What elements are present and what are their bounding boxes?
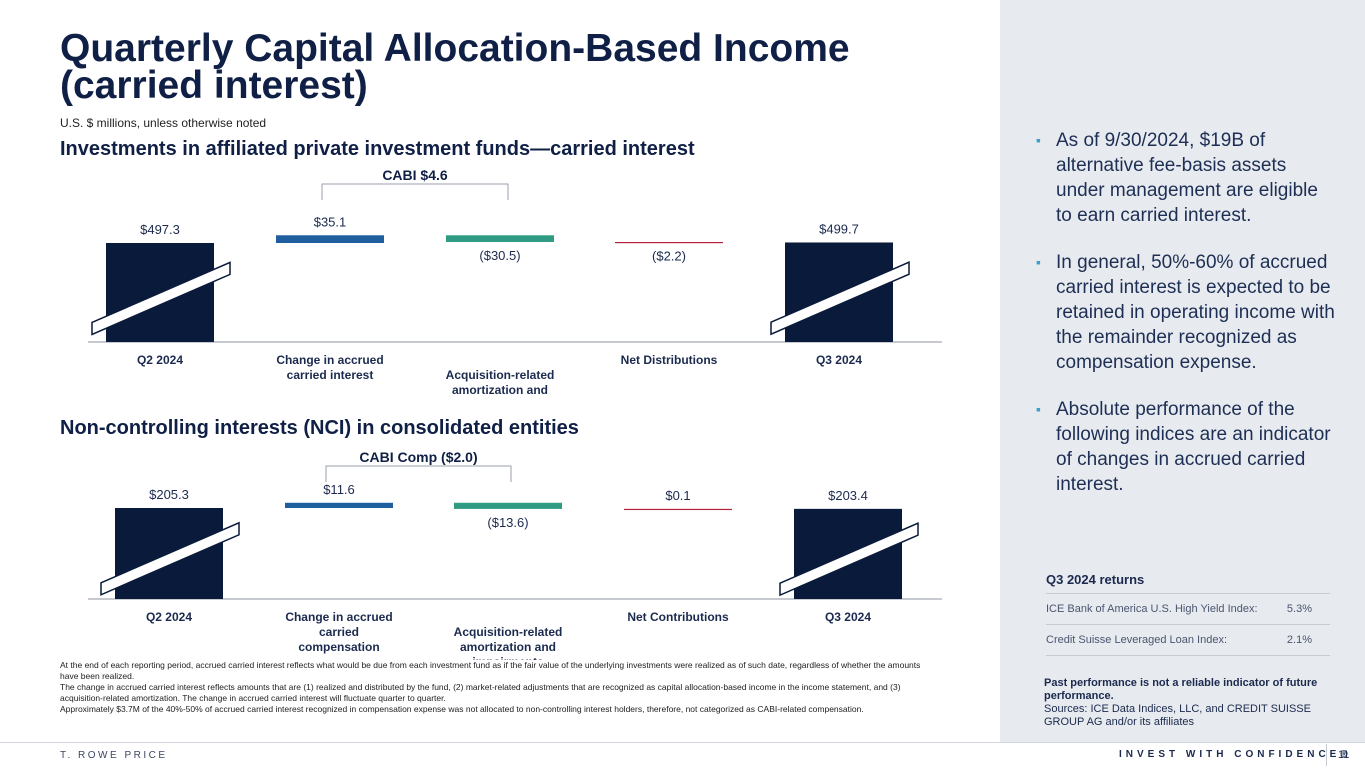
value-label: ($2.2) bbox=[652, 248, 686, 263]
category-label: Q2 2024 bbox=[137, 353, 183, 367]
page-subtitle: U.S. $ millions, unless otherwise noted bbox=[60, 116, 267, 130]
cabi-bracket-label: CABI $4.6 bbox=[382, 167, 448, 183]
axis-break-mark bbox=[770, 261, 910, 336]
page-number: 11 bbox=[1338, 749, 1350, 761]
footnote-item: The change in accrued carried interest r… bbox=[60, 682, 901, 703]
category-label: Net Contributions bbox=[627, 610, 729, 624]
cabi-bracket bbox=[321, 183, 509, 200]
decrease-bar bbox=[454, 502, 562, 509]
value-label: $497.3 bbox=[140, 222, 180, 237]
returns-index-value: 5.3% bbox=[1286, 603, 1312, 615]
page-title: Quarterly Capital Allocation-Based Incom… bbox=[60, 27, 850, 107]
value-label: $11.6 bbox=[323, 482, 355, 497]
value-label: $35.1 bbox=[314, 214, 347, 229]
axis-break-mark bbox=[91, 261, 231, 336]
chart2-title: Non-controlling interests (NCI) in conso… bbox=[60, 417, 579, 439]
nci-waterfall-chart: CABI Comp ($2.0) $205.3 Q2 2024 $11.6 Change… bbox=[88, 449, 942, 660]
category-label: Q3 2024 bbox=[816, 353, 862, 367]
footnote-item: Approximately $3.7M of the 40%-50% of ac… bbox=[60, 704, 864, 714]
chart1-title: Investments in affiliated private invest… bbox=[60, 138, 695, 160]
bullet-item: ▪ Absolute performance of the following i… bbox=[1036, 399, 1331, 495]
returns-table: Q3 2024 returns ICE Bank of America U.S.… bbox=[1046, 572, 1330, 656]
decrease-bar bbox=[615, 241, 723, 244]
bullet-item: ▪ In general, 50%-60% of accrued carried … bbox=[1036, 252, 1335, 373]
footnotes: At the end of each reporting period, acc… bbox=[60, 660, 940, 715]
returns-title: Q3 2024 returns bbox=[1046, 572, 1330, 594]
value-label: $205.3 bbox=[149, 487, 189, 502]
returns-row: ICE Bank of America U.S. High Yield Inde… bbox=[1046, 594, 1330, 625]
returns-index-value: 2.1% bbox=[1286, 634, 1312, 646]
category-label: Q2 2024 bbox=[146, 610, 192, 624]
value-label: $203.4 bbox=[828, 488, 868, 503]
increase-bar bbox=[276, 235, 384, 243]
decrease-bar bbox=[446, 235, 554, 242]
page-number-divider bbox=[1326, 744, 1327, 766]
category-label: Q3 2024 bbox=[825, 610, 871, 624]
performance-disclaimer: Past performance is not a reliable indic… bbox=[1044, 677, 1318, 702]
bullet-marker-icon: ▪ bbox=[1036, 401, 1041, 417]
footer-brand-logo: T. ROWE PRICE bbox=[60, 750, 168, 761]
returns-row: Credit Suisse Leveraged Loan Index: 2.1% bbox=[1046, 625, 1330, 656]
cabi-bracket-label: CABI Comp ($2.0) bbox=[359, 449, 477, 465]
sources-note: Sources: ICE Data Indices, LLC, and CRED… bbox=[1044, 703, 1311, 728]
footnote-item: At the end of each reporting period, acc… bbox=[60, 660, 921, 681]
returns-index-label: ICE Bank of America U.S. High Yield Inde… bbox=[1046, 603, 1258, 615]
value-label: $499.7 bbox=[819, 221, 859, 236]
increase-bar bbox=[624, 508, 732, 511]
bullet-list: ▪ As of 9/30/2024, $19B of alternative fe… bbox=[1036, 128, 1336, 519]
bullet-marker-icon: ▪ bbox=[1036, 254, 1041, 270]
increase-bar bbox=[285, 502, 393, 508]
returns-index-label: Credit Suisse Leveraged Loan Index: bbox=[1046, 634, 1228, 646]
category-label: Net Distributions bbox=[621, 353, 718, 367]
category-label: Change in accrued carried compensation bbox=[285, 610, 392, 654]
axis-break-mark bbox=[779, 521, 919, 597]
side-panel bbox=[1000, 0, 1365, 742]
value-label: ($13.6) bbox=[487, 515, 528, 530]
disclaimer: Past performance is not a reliable indic… bbox=[1044, 677, 1344, 729]
footer-tagline: INVEST WITH CONFIDENCE® bbox=[1119, 749, 1352, 760]
footer-divider bbox=[0, 742, 1365, 743]
value-label: $0.1 bbox=[665, 488, 690, 503]
category-label: Change in accrued carried interest bbox=[276, 353, 383, 382]
bullet-item: ▪ As of 9/30/2024, $19B of alternative fe… bbox=[1036, 130, 1318, 226]
bullet-marker-icon: ▪ bbox=[1036, 132, 1041, 148]
axis-break-mark bbox=[100, 521, 240, 596]
carried-interest-waterfall-chart: CABI $4.6 $497.3 Q2 2024 $35.1 Change in acc… bbox=[88, 167, 942, 400]
cabi-bracket bbox=[325, 465, 512, 482]
value-label: ($30.5) bbox=[479, 248, 520, 263]
